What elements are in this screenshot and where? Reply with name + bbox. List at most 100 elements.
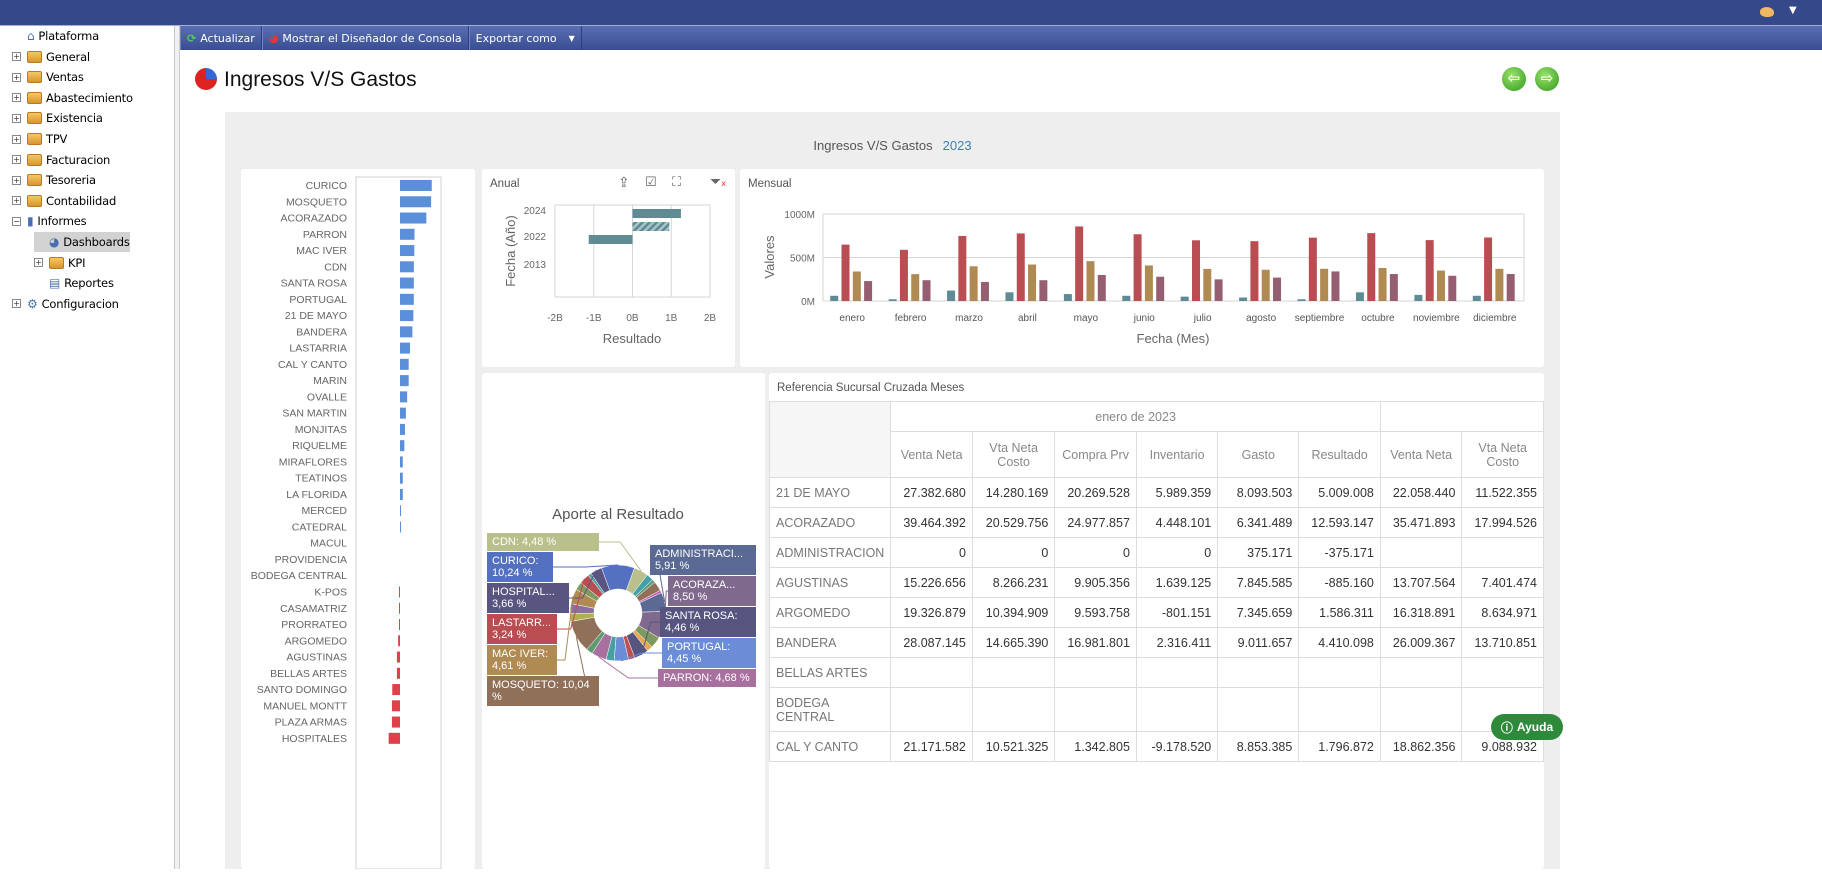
show-designer-button[interactable]: ◕ Mostrar el Diseñador de Consola: [261, 26, 469, 50]
bar-febrero-serie-3[interactable]: [911, 274, 920, 301]
column-header[interactable]: Vta Neta Costo: [971, 431, 1056, 478]
bar-agustinas[interactable]: [396, 651, 400, 663]
bar-hospitales[interactable]: [388, 732, 400, 744]
export-icon[interactable]: ⇪: [618, 175, 630, 191]
maximize-icon[interactable]: ⛶: [672, 175, 682, 190]
bar-abril-serie-4[interactable]: [1039, 280, 1048, 301]
bar-julio-serie-3[interactable]: [1203, 268, 1212, 301]
bar-diciembre-serie-1[interactable]: [1472, 295, 1481, 301]
row-header[interactable]: ADMINISTRACION: [769, 537, 892, 568]
back-arrow-button[interactable]: ⇦: [1502, 67, 1526, 91]
bar-miraflores[interactable]: [400, 456, 403, 468]
clear-filter-icon[interactable]: ⏷x: [710, 174, 726, 190]
sidebar-item-ventas[interactable]: + Ventas: [12, 67, 84, 87]
column-header[interactable]: Venta Neta: [1379, 431, 1463, 478]
bar-lastarria[interactable]: [400, 342, 411, 354]
bar-prorrateo[interactable]: [399, 619, 400, 631]
bar-parron[interactable]: [400, 228, 415, 240]
bar-agosto-serie-4[interactable]: [1273, 277, 1282, 301]
bar-mayo-serie-3[interactable]: [1086, 261, 1095, 301]
bar-mosqueto[interactable]: [400, 196, 432, 208]
bar-febrero-serie-4[interactable]: [922, 280, 931, 301]
multi-select-icon[interactable]: ☑: [645, 175, 657, 190]
bar-acorazado[interactable]: [400, 212, 427, 224]
bar-septiembre-serie-3[interactable]: [1320, 268, 1329, 301]
bar-septiembre-serie-2[interactable]: [1308, 237, 1317, 301]
bar-enero-serie-1[interactable]: [830, 295, 839, 301]
expand-icon[interactable]: +: [34, 258, 43, 268]
bar-curico[interactable]: [400, 180, 432, 191]
bar-julio-serie-1[interactable]: [1180, 296, 1189, 301]
bar-2023[interactable]: [632, 222, 670, 231]
sidebar-item-configuracion[interactable]: + ⚙ Configuracion: [12, 294, 119, 314]
column-header[interactable]: Gasto: [1217, 431, 1300, 478]
bar-diciembre-serie-2[interactable]: [1484, 237, 1493, 301]
bar-catedral[interactable]: [400, 521, 401, 533]
bar-octubre-serie-1[interactable]: [1355, 292, 1364, 301]
bar-octubre-serie-2[interactable]: [1367, 233, 1376, 301]
bar-febrero-serie-1[interactable]: [888, 299, 897, 301]
bar-abril-serie-1[interactable]: [1005, 292, 1014, 301]
row-header[interactable]: BELLAS ARTES: [769, 657, 892, 688]
bar-teatinos[interactable]: [400, 472, 403, 484]
bar-abril-serie-3[interactable]: [1028, 264, 1037, 301]
sidebar-item-facturacion[interactable]: + Facturacion: [12, 150, 110, 170]
bar-cal-y-canto[interactable]: [400, 358, 409, 370]
refresh-button[interactable]: ⟳ Actualizar: [180, 26, 262, 50]
bar-mayo-serie-2[interactable]: [1075, 226, 1084, 301]
bar-portugal[interactable]: [400, 293, 414, 305]
bar-casamatriz[interactable]: [399, 602, 400, 614]
bar-diciembre-serie-3[interactable]: [1495, 268, 1504, 301]
sidebar-item-plataforma[interactable]: ⌂ Plataforma: [12, 26, 99, 46]
bar-2024[interactable]: [632, 209, 681, 218]
bar-santa-rosa[interactable]: [400, 277, 414, 289]
bar-marzo-serie-2[interactable]: [958, 235, 967, 301]
bar-septiembre-serie-4[interactable]: [1331, 271, 1340, 301]
expand-icon[interactable]: +: [12, 93, 21, 103]
bar-merced[interactable]: [400, 505, 401, 517]
bar-noviembre-serie-4[interactable]: [1448, 275, 1457, 301]
sidebar-splitter[interactable]: [175, 26, 180, 869]
help-button[interactable]: ⓘ Ayuda: [1491, 714, 1563, 740]
row-header[interactable]: ARGOMEDO: [769, 597, 892, 628]
bar-cdn[interactable]: [400, 261, 414, 273]
bar-manuel-montt[interactable]: [391, 700, 400, 712]
bar-febrero-serie-2[interactable]: [899, 249, 908, 301]
bar-argomedo[interactable]: [398, 635, 400, 647]
bar-marzo-serie-4[interactable]: [980, 281, 989, 301]
row-header[interactable]: BANDERA: [769, 627, 892, 658]
sidebar-item-contabilidad[interactable]: + Contabilidad: [12, 191, 116, 211]
bar-bellas-artes[interactable]: [396, 667, 400, 679]
row-header[interactable]: BODEGA CENTRAL: [769, 687, 892, 732]
bar-noviembre-serie-1[interactable]: [1414, 294, 1423, 301]
bar-agosto-serie-3[interactable]: [1261, 269, 1270, 301]
bar-agosto-serie-2[interactable]: [1250, 241, 1259, 301]
bar-mayo-serie-1[interactable]: [1063, 294, 1072, 301]
bar-marin[interactable]: [400, 375, 409, 387]
bar-septiembre-serie-1[interactable]: [1297, 299, 1306, 301]
chevron-down-icon[interactable]: ▼: [1789, 5, 1797, 16]
bar-mac-iver[interactable]: [400, 245, 415, 257]
sidebar-item-tpv[interactable]: + TPV: [12, 129, 67, 149]
column-header[interactable]: Resultado: [1298, 431, 1381, 478]
bar-junio-serie-4[interactable]: [1156, 276, 1165, 301]
bar-junio-serie-2[interactable]: [1133, 234, 1142, 301]
expand-icon[interactable]: +: [12, 155, 21, 165]
sidebar-item-abastecimiento[interactable]: + Abastecimiento: [12, 88, 133, 108]
bar-noviembre-serie-2[interactable]: [1425, 240, 1434, 301]
expand-icon[interactable]: +: [12, 196, 21, 206]
expand-icon[interactable]: +: [12, 134, 21, 144]
bar-riquelme[interactable]: [400, 440, 405, 452]
expand-icon[interactable]: +: [12, 175, 21, 185]
sidebar-item-tesoreria[interactable]: + Tesoreria: [12, 170, 96, 190]
bar-agosto-serie-1[interactable]: [1239, 297, 1248, 301]
bar-julio-serie-2[interactable]: [1192, 240, 1201, 301]
row-header[interactable]: 21 DE MAYO: [769, 477, 892, 508]
sidebar-item-kpi[interactable]: + KPI: [34, 253, 85, 273]
bar-enero-serie-2[interactable]: [841, 244, 850, 301]
bar-plaza-armas[interactable]: [391, 716, 400, 728]
bar-enero-serie-3[interactable]: [852, 271, 861, 301]
bar-k-pos[interactable]: [399, 586, 400, 598]
sidebar-item-existencia[interactable]: + Existencia: [12, 108, 103, 128]
bar-marzo-serie-3[interactable]: [969, 266, 978, 301]
